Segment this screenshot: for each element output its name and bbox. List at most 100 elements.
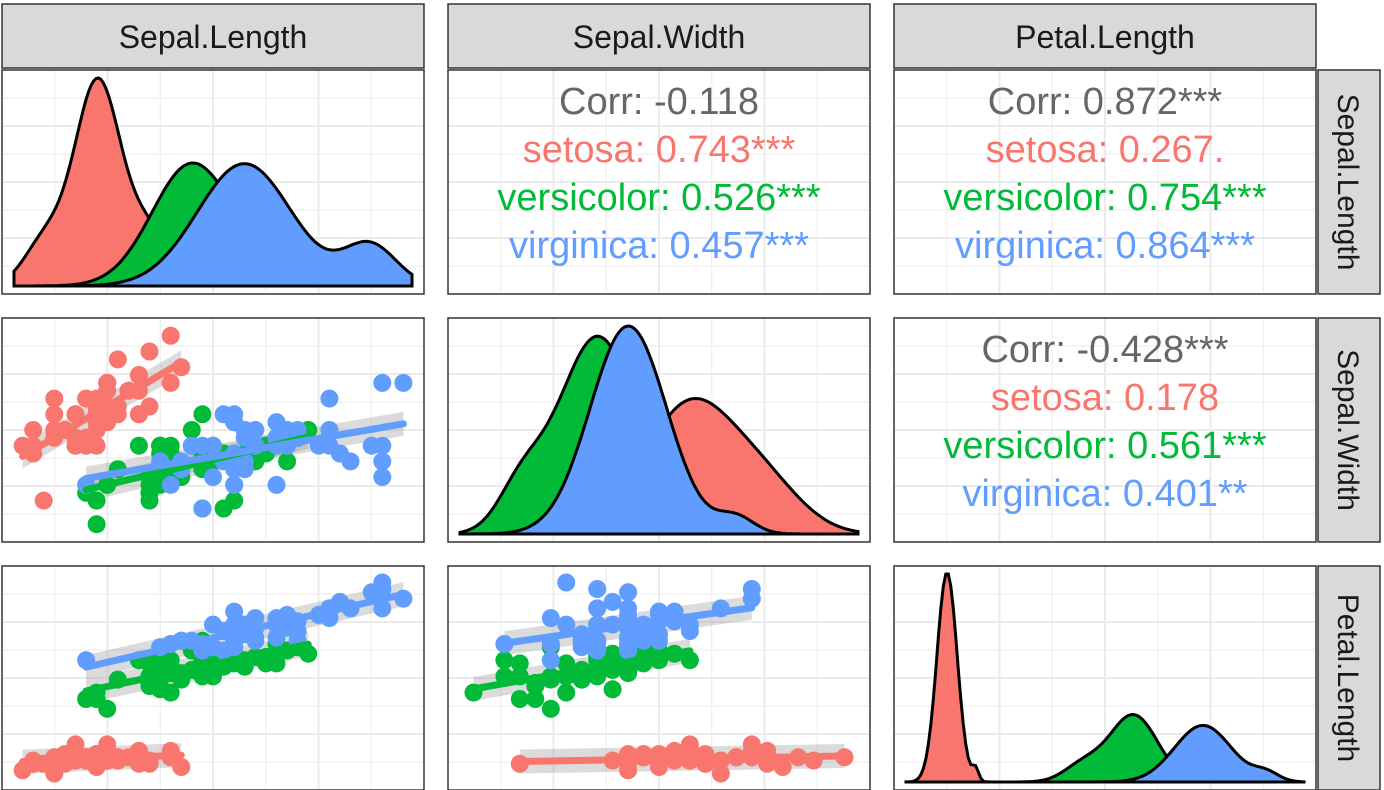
corr-virginica: virginica: 0.864*** [955, 225, 1255, 267]
point-versicolor [495, 651, 514, 670]
corr-versicolor: versicolor: 0.526*** [497, 177, 820, 219]
point-virginica [373, 580, 392, 598]
point-virginica [557, 615, 576, 634]
corr-virginica: virginica: 0.401** [962, 473, 1247, 515]
point-virginica [246, 628, 265, 647]
point-virginica [619, 599, 638, 618]
row-strip-petal-length: Petal.Length [1317, 565, 1381, 790]
point-setosa [773, 758, 792, 776]
panel-2-2 [893, 565, 1317, 790]
point-virginica [320, 436, 339, 455]
row-strip-label: Sepal.Length [1331, 94, 1364, 271]
row-strip-label: Sepal.Width [1331, 349, 1364, 511]
regression-line-versicolor [82, 640, 312, 695]
point-versicolor [182, 421, 201, 439]
point-versicolor [87, 491, 106, 510]
row-strip-label: Petal.Length [1331, 594, 1364, 762]
column-strip-petal-length: Petal.Length [893, 3, 1317, 69]
corr-overall: Corr: -0.118 [559, 81, 759, 123]
point-virginica [541, 651, 560, 670]
point-virginica [373, 452, 392, 471]
point-virginica [267, 475, 286, 494]
point-versicolor [98, 699, 117, 718]
grid [894, 70, 1316, 294]
point-setosa [24, 421, 43, 439]
corr-overall: Corr: 0.872*** [988, 81, 1223, 123]
point-setosa [66, 436, 85, 455]
column-strip-label: Sepal.Width [573, 19, 746, 55]
panel-1-1 [447, 317, 871, 543]
point-virginica [373, 373, 392, 392]
point-virginica [214, 405, 233, 424]
point-virginica [267, 413, 286, 432]
point-versicolor [510, 654, 529, 673]
point-setosa [45, 389, 64, 408]
regression-line-virginica [82, 590, 407, 671]
point-virginica [619, 631, 638, 650]
regression-line-setosa [19, 751, 185, 766]
point-virginica [204, 468, 222, 487]
corr-setosa: setosa: 0.743*** [523, 129, 796, 171]
point-virginica [225, 635, 244, 653]
point-virginica [373, 599, 392, 618]
corr-overall: Corr: -0.428*** [981, 329, 1228, 371]
point-virginica [341, 452, 360, 471]
regression-line-setosa [516, 752, 849, 766]
panel-2-1 [447, 565, 871, 790]
regression-line-versicolor [469, 647, 694, 693]
point-virginica [588, 631, 607, 650]
density-virginica [906, 724, 1306, 784]
column-strip-sepal-length: Sepal.Length [1, 3, 425, 69]
grid [448, 70, 870, 294]
row-strip-sepal-width: Sepal.Width [1317, 317, 1381, 543]
point-virginica [588, 580, 607, 598]
point-virginica [619, 583, 638, 602]
corr-versicolor: versicolor: 0.561*** [943, 425, 1266, 467]
point-virginica [742, 589, 761, 608]
point-versicolor [510, 690, 529, 708]
point-setosa [161, 373, 180, 392]
point-versicolor [526, 690, 545, 708]
column-strip-sepal-width: Sepal.Width [447, 3, 871, 69]
point-virginica [225, 602, 244, 621]
point-setosa [108, 350, 127, 369]
point-virginica [267, 628, 286, 647]
point-virginica [193, 499, 212, 518]
point-versicolor [87, 515, 106, 534]
corr-setosa: setosa: 0.267. [986, 129, 1225, 171]
regression-line-virginica [82, 420, 407, 482]
point-virginica [394, 373, 413, 392]
point-virginica [634, 631, 653, 650]
grid [894, 318, 1316, 542]
corr-virginica: virginica: 0.457*** [509, 225, 809, 267]
regression-line-virginica [500, 604, 756, 647]
point-virginica [182, 436, 201, 455]
point-versicolor [680, 651, 699, 670]
column-strip-label: Sepal.Length [119, 19, 308, 55]
point-setosa [129, 366, 148, 385]
corr-versicolor: versicolor: 0.754*** [943, 177, 1266, 219]
column-strip-label: Petal.Length [1015, 19, 1195, 55]
point-virginica [320, 389, 339, 408]
density-virginica [460, 324, 858, 536]
point-virginica [557, 573, 576, 592]
row-strip-sepal-length: Sepal.Length [1317, 69, 1381, 295]
panel-1-2: Corr: -0.428*** setosa: 0.178 versicolor: … [893, 317, 1317, 543]
density-virginica [14, 162, 414, 288]
point-virginica [650, 625, 668, 644]
panel-0-2: Corr: 0.872*** setosa: 0.267. versicolor: … [893, 69, 1317, 295]
point-virginica [373, 436, 392, 455]
point-virginica [225, 475, 244, 494]
point-versicolor [161, 683, 180, 702]
point-versicolor [129, 436, 148, 455]
point-versicolor [541, 699, 560, 718]
point-setosa [98, 373, 117, 392]
point-setosa [140, 397, 159, 416]
panel-0-1: Corr: -0.118 setosa: 0.743*** versicolor: … [447, 69, 871, 295]
point-versicolor [225, 491, 244, 510]
point-setosa [161, 326, 180, 345]
point-versicolor [557, 683, 576, 702]
point-setosa [140, 342, 159, 361]
point-virginica [588, 599, 607, 618]
